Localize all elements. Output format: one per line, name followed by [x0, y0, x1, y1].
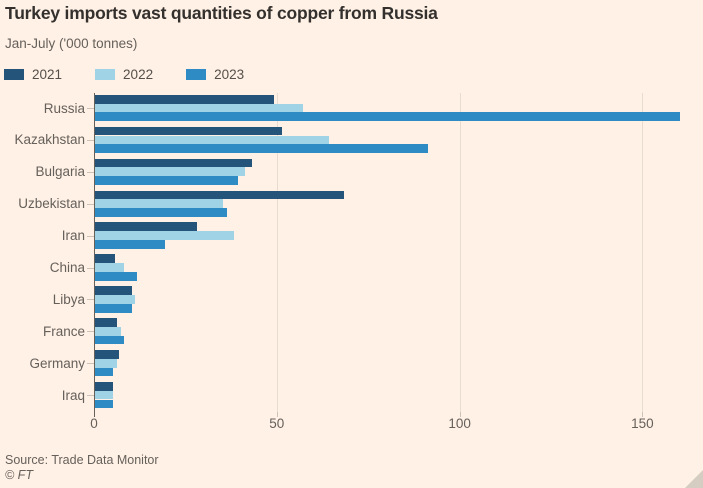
bar-iraq-2021: [95, 381, 114, 391]
legend-swatch-2021: [4, 69, 24, 80]
bar-iran-2021: [95, 222, 198, 232]
category-tick-iran: [87, 236, 94, 237]
bar-uzbekistan-2023: [95, 208, 227, 217]
x-tick-label-150: 150: [631, 416, 654, 431]
bar-uzbekistan-2022: [95, 199, 223, 209]
category-tick-uzbekistan: [87, 204, 94, 205]
source-text: Source: Trade Data Monitor: [5, 453, 159, 467]
bar-china-2021: [95, 254, 116, 264]
bar-russia-2021: [95, 94, 275, 104]
plot-area: [94, 93, 703, 416]
category-label-france: France: [42, 323, 85, 339]
chart-subtitle: Jan-July ('000 tonnes): [5, 36, 138, 51]
legend-item-2022: 2022: [95, 67, 153, 82]
category-label-china: China: [49, 260, 85, 275]
category-label-kazakhstan: Kazakhstan: [14, 132, 85, 148]
bar-iraq-2022: [95, 390, 114, 400]
bar-uzbekistan-2021: [95, 190, 344, 200]
category-label-uzbekistan: Uzbekistan: [18, 196, 85, 212]
x-tick-mark-100: [459, 412, 461, 417]
legend-label-2023: 2023: [214, 67, 245, 82]
legend-label-2022: 2022: [123, 67, 154, 82]
bar-russia-2022: [95, 103, 304, 113]
bar-france-2021: [95, 318, 117, 327]
bar-iran-2022: [95, 231, 234, 240]
bar-germany-2021: [95, 350, 119, 359]
bar-china-2022: [95, 263, 125, 272]
category-label-iraq: Iraq: [61, 387, 85, 403]
gridline-150: [642, 93, 644, 412]
chart-title: Turkey imports vast quantities of copper…: [5, 3, 438, 23]
legend-item-2023: 2023: [186, 67, 244, 82]
legend: 2021 2022 2023: [4, 67, 244, 82]
x-tick-mark-50: [276, 412, 278, 417]
gridline-100: [459, 93, 461, 412]
bar-germany-2023: [95, 367, 114, 377]
bar-china-2023: [95, 271, 137, 281]
legend-item-2021: 2021: [4, 67, 62, 82]
category-tick-france: [87, 331, 94, 332]
category-tick-libya: [87, 299, 94, 300]
category-tick-kazakhstan: [87, 140, 94, 141]
bar-libya-2021: [95, 286, 132, 295]
legend-label-2021: 2021: [32, 67, 63, 82]
bar-france-2022: [95, 326, 121, 336]
category-label-iran: Iran: [61, 228, 85, 244]
category-tick-iraq: [87, 395, 94, 396]
x-tick-label-0: 0: [90, 416, 98, 431]
bar-bulgaria-2023: [95, 176, 238, 185]
bar-kazakhstan-2021: [95, 126, 282, 136]
category-label-russia: Russia: [43, 100, 85, 116]
x-tick-mark-150: [642, 412, 644, 417]
bar-kazakhstan-2022: [95, 135, 329, 145]
bar-kazakhstan-2023: [95, 144, 428, 154]
legend-swatch-2023: [186, 69, 207, 80]
ft-credit: © FT: [5, 468, 33, 482]
y-axis-line: [94, 93, 95, 416]
category-tick-china: [87, 268, 94, 269]
legend-swatch-2022: [95, 69, 116, 80]
category-tick-russia: [87, 108, 94, 109]
category-label-libya: Libya: [52, 291, 85, 307]
bar-iran-2023: [95, 240, 165, 249]
gridline-50: [276, 93, 278, 412]
bar-russia-2023: [95, 112, 680, 122]
resize-handle-icon: [685, 470, 703, 488]
bar-germany-2022: [95, 358, 117, 368]
category-tick-germany: [87, 363, 94, 364]
x-tick-label-100: 100: [448, 416, 471, 431]
bar-libya-2022: [95, 295, 136, 304]
bar-iraq-2023: [95, 399, 114, 409]
bar-libya-2023: [95, 303, 132, 313]
category-label-germany: Germany: [29, 355, 85, 371]
bar-bulgaria-2022: [95, 167, 245, 177]
category-label-bulgaria: Bulgaria: [35, 164, 85, 180]
x-tick-label-50: 50: [269, 416, 285, 431]
bar-france-2023: [95, 335, 125, 345]
bar-bulgaria-2021: [95, 158, 253, 168]
category-tick-bulgaria: [87, 172, 94, 173]
